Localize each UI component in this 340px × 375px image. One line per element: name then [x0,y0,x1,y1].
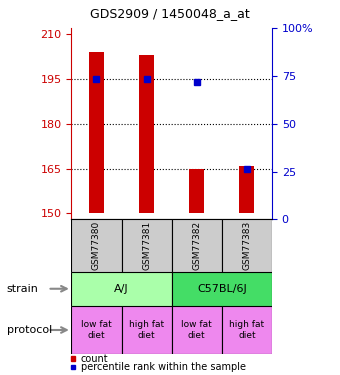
Bar [172,272,272,306]
Bar [122,219,172,272]
Bar [189,169,204,213]
Bar [122,306,172,354]
Text: GDS2909 / 1450048_a_at: GDS2909 / 1450048_a_at [90,7,250,20]
Bar [172,306,222,354]
Bar [139,55,154,213]
Bar [89,52,104,213]
Text: high fat
diet: high fat diet [230,320,265,340]
Text: A/J: A/J [114,284,129,294]
Text: percentile rank within the sample: percentile rank within the sample [81,362,245,372]
Bar [239,166,254,213]
Bar [71,306,122,354]
Text: low fat
diet: low fat diet [81,320,112,340]
Text: C57BL/6J: C57BL/6J [197,284,247,294]
Text: high fat
diet: high fat diet [129,320,164,340]
Text: protocol: protocol [7,325,52,335]
Text: GSM77380: GSM77380 [92,221,101,270]
Bar [172,219,222,272]
Bar [71,272,172,306]
Bar [222,219,272,272]
Text: GSM77381: GSM77381 [142,221,151,270]
Text: GSM77382: GSM77382 [192,221,201,270]
Text: low fat
diet: low fat diet [182,320,212,340]
Text: GSM77383: GSM77383 [242,221,251,270]
Text: strain: strain [7,284,39,294]
Text: count: count [81,354,108,363]
Bar [71,219,122,272]
Bar [222,306,272,354]
